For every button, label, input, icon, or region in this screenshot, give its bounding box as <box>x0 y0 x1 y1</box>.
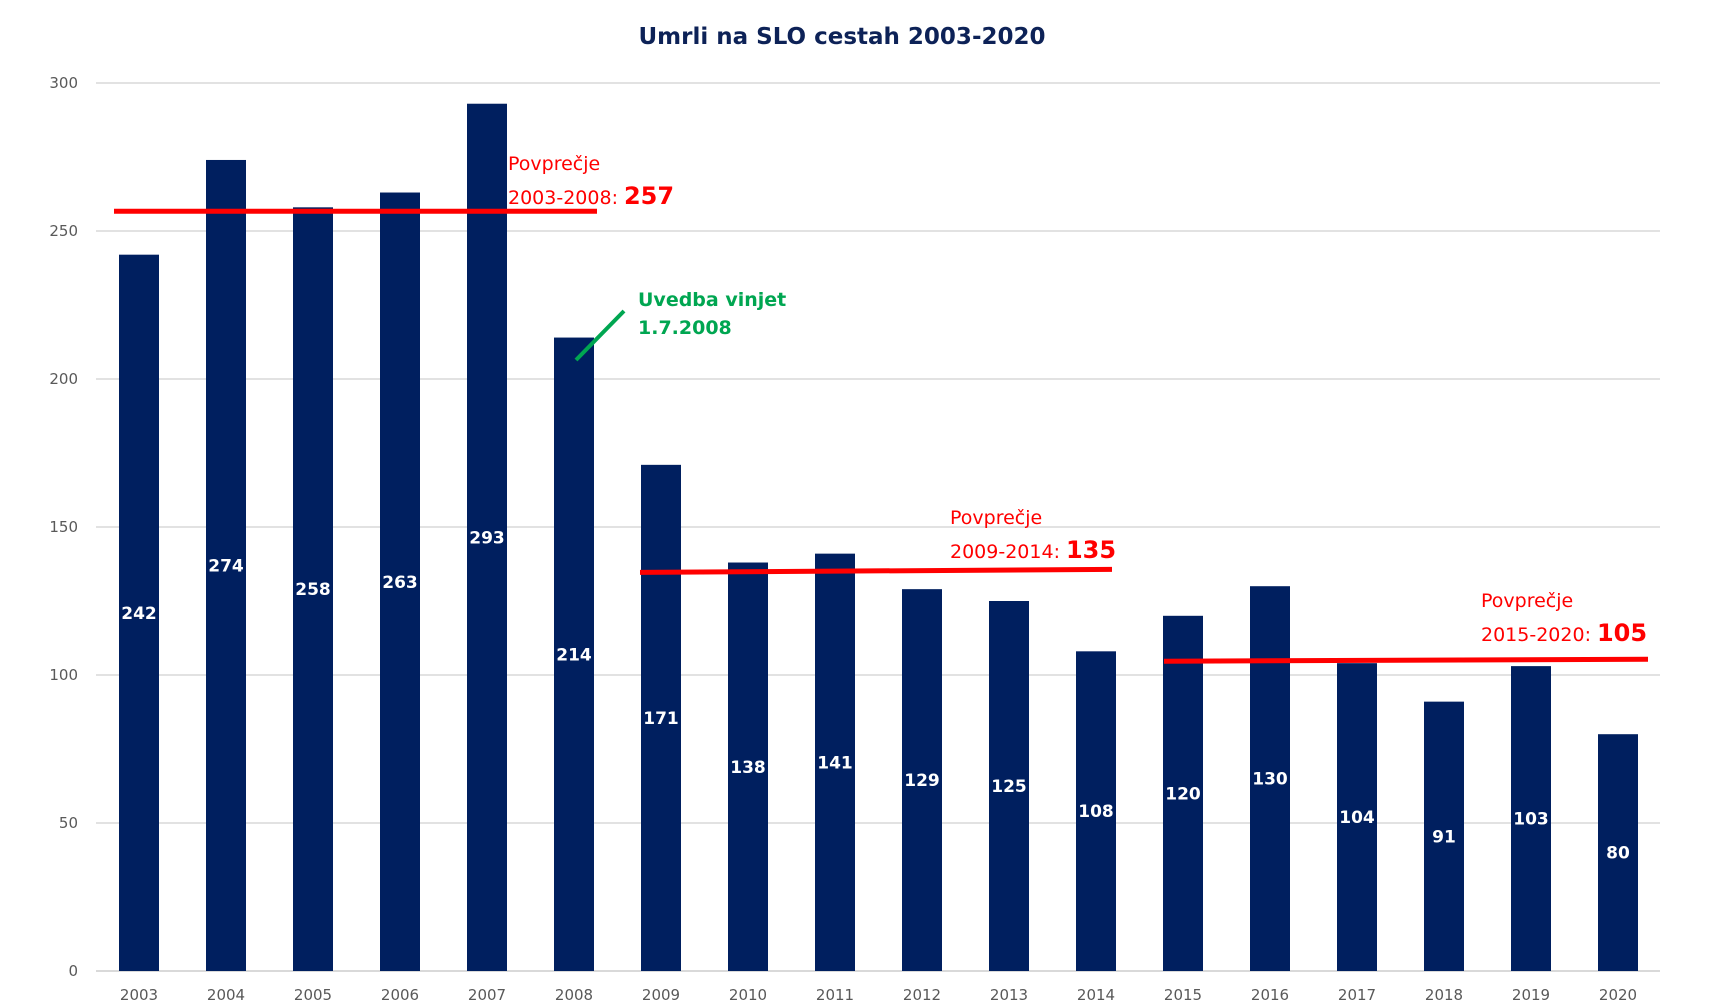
x-tick-label: 2009 <box>642 986 680 1003</box>
data-label: 263 <box>382 573 418 593</box>
annotation-line2: 1.7.2008 <box>638 317 732 339</box>
x-tick-label: 2012 <box>903 986 941 1003</box>
data-label: 104 <box>1339 808 1375 828</box>
average-period: 2003-2008: <box>508 187 618 209</box>
bar <box>1337 663 1377 971</box>
bar <box>119 254 159 971</box>
data-label: 214 <box>556 645 592 665</box>
data-label: 171 <box>643 709 679 729</box>
average-line <box>639 566 1113 575</box>
average-label: Povprečje <box>1481 590 1573 612</box>
x-tick-label: 2017 <box>1338 986 1376 1003</box>
data-label: 129 <box>904 771 940 791</box>
data-label: 130 <box>1252 770 1288 790</box>
data-label: 108 <box>1078 802 1114 822</box>
data-label: 120 <box>1165 784 1201 804</box>
bar <box>206 159 246 971</box>
x-tick-label: 2020 <box>1599 986 1637 1003</box>
bar <box>1163 615 1203 971</box>
y-axis-ticks: 0 50 100 150 200 250 300 <box>49 74 78 980</box>
data-labels: 242 274 258 263 293 214 171 138 141 129 125 108 120 1… <box>121 528 1630 863</box>
bar <box>641 464 681 971</box>
x-tick-label: 2011 <box>816 986 854 1003</box>
y-tick-label: 50 <box>59 814 78 832</box>
bar <box>554 337 594 971</box>
x-tick-label: 2013 <box>990 986 1028 1003</box>
bar <box>989 601 1029 971</box>
average-lines: Povprečje 2003-2008: 257 Povprečje 2009-2014… <box>114 153 1649 664</box>
x-tick-label: 2010 <box>729 986 767 1003</box>
bar <box>902 589 942 971</box>
x-tick-label: 2016 <box>1251 986 1289 1003</box>
data-label: 103 <box>1513 810 1549 830</box>
bar <box>467 103 507 972</box>
data-label: 138 <box>730 758 766 778</box>
x-tick-label: 2004 <box>207 986 245 1003</box>
x-tick-label: 2015 <box>1164 986 1202 1003</box>
data-label: 274 <box>208 556 244 576</box>
data-label: 141 <box>817 753 853 773</box>
y-tick-label: 200 <box>49 370 78 388</box>
x-axis-ticks: 2003 2004 2005 2006 2007 2008 2009 2010 2011 2012… <box>120 986 1637 1003</box>
y-tick-label: 0 <box>68 962 78 980</box>
bar <box>728 562 768 971</box>
data-label: 242 <box>121 604 157 624</box>
bar <box>815 553 855 971</box>
chart-title: Umrli na SLO cestah 2003-2020 <box>638 24 1045 50</box>
average-label: Povprečje <box>950 507 1042 529</box>
x-tick-label: 2005 <box>294 986 332 1003</box>
x-tick-label: 2007 <box>468 986 506 1003</box>
data-label: 91 <box>1432 827 1456 847</box>
average-value: 105 <box>1597 619 1647 647</box>
average-period: 2015-2020: <box>1481 624 1591 646</box>
data-label: 293 <box>469 528 505 548</box>
annotation: Uvedba vinjet 1.7.2008 <box>574 289 786 362</box>
bar <box>1076 651 1116 971</box>
bars <box>119 103 1638 972</box>
data-label: 125 <box>991 777 1027 797</box>
y-tick-label: 250 <box>49 222 78 240</box>
x-tick-label: 2018 <box>1425 986 1463 1003</box>
bar <box>380 192 420 971</box>
x-tick-label: 2014 <box>1077 986 1115 1003</box>
x-tick-label: 2008 <box>555 986 593 1003</box>
x-tick-label: 2006 <box>381 986 419 1003</box>
y-tick-label: 300 <box>49 74 78 92</box>
average-period: 2009-2014: <box>950 541 1060 563</box>
annotation-pointer <box>574 309 626 362</box>
gridlines <box>96 82 1660 972</box>
bar <box>1250 586 1290 971</box>
bar <box>1511 666 1551 971</box>
x-tick-label: 2003 <box>120 986 158 1003</box>
bar <box>1424 701 1464 971</box>
average-value: 257 <box>624 182 674 210</box>
average-value: 135 <box>1066 536 1116 564</box>
data-label: 258 <box>295 580 331 600</box>
bar <box>293 207 333 971</box>
average-label: Povprečje <box>508 153 600 175</box>
bar <box>1598 734 1638 971</box>
data-label: 80 <box>1606 844 1630 864</box>
x-tick-label: 2019 <box>1512 986 1550 1003</box>
y-tick-label: 100 <box>49 666 78 684</box>
annotation-line1: Uvedba vinjet <box>638 289 786 311</box>
y-tick-label: 150 <box>49 518 78 536</box>
average-line <box>1163 656 1649 664</box>
